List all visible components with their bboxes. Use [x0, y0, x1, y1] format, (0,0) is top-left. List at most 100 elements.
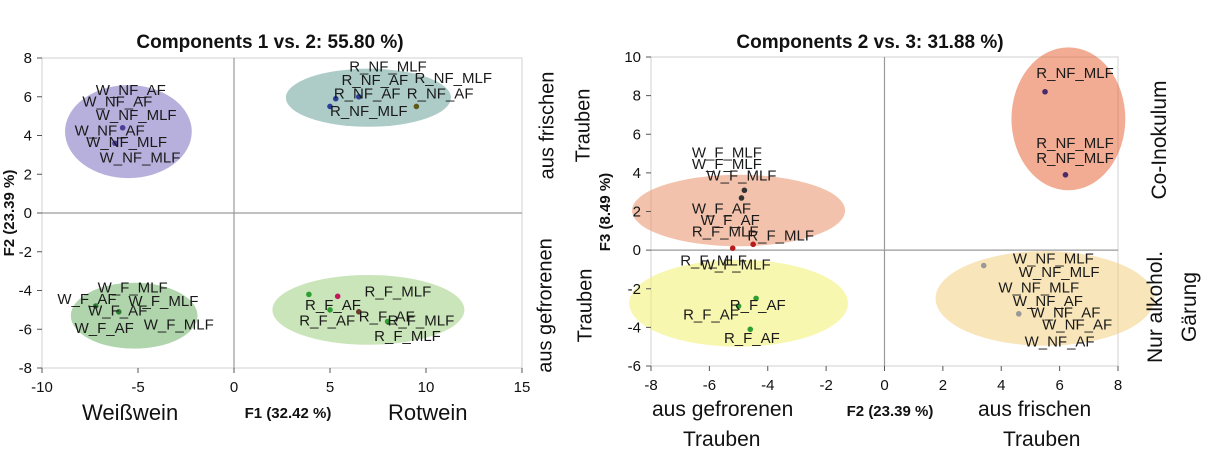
- point-label: W_F_AF: [75, 320, 134, 337]
- point-label: W_NF_MLF: [96, 107, 177, 124]
- annotation-co-inokulum: Co-Inokulum: [1148, 80, 1171, 200]
- group-ellipse: [272, 275, 465, 345]
- y-axis-label: F2 (23.39 %): [1, 170, 18, 257]
- point-label: R_F_AF: [683, 307, 739, 324]
- point-label: R_F_AF: [724, 330, 780, 347]
- y-tick-label: 10: [624, 49, 641, 66]
- point-label: W_NF_AF: [96, 82, 166, 99]
- y-tick-label: 6: [24, 89, 32, 106]
- point-label: W_NF_AF: [82, 93, 152, 110]
- group-ellipse: [285, 68, 451, 127]
- x-tick-label: -4: [761, 377, 774, 394]
- data-point: [1015, 311, 1022, 317]
- point-label: W_F_AF: [57, 291, 116, 308]
- x-tick-label: 15: [514, 379, 531, 396]
- point-label: W_NF_MLF: [100, 150, 181, 167]
- data-point: [735, 303, 742, 309]
- y-tick-label: -4: [19, 283, 32, 300]
- group-ellipse: [65, 85, 192, 179]
- data-point: [112, 140, 118, 147]
- data-point: [356, 309, 362, 315]
- point-label: W_F_MLF: [144, 316, 214, 333]
- annotation-left-y-top-line1: aus frischen: [536, 71, 559, 180]
- y-tick-label: 0: [633, 242, 641, 259]
- point-label: R_NF_AF: [342, 72, 409, 89]
- y-tick-label: -2: [19, 244, 32, 261]
- x-tick-label: 2: [939, 377, 947, 394]
- group-ellipse: [632, 174, 846, 247]
- point-label: W_NF_MLF: [998, 280, 1079, 297]
- data-point: [741, 187, 748, 194]
- y-tick-label: 2: [633, 204, 641, 221]
- data-point: [116, 309, 122, 315]
- x-tick-label: 5: [326, 379, 334, 396]
- chart-left: -10 -5 0 5 10 15-8-6-4-202468W_NF_AFW_NF_AFW_…: [1, 32, 530, 422]
- point-label: R_F_MLF: [365, 283, 432, 300]
- data-point: [356, 93, 362, 100]
- annotation-right-x-left-line1: aus gefrorenen: [652, 398, 794, 421]
- annotation-right-x-left-line2: Trauben: [683, 428, 761, 451]
- point-label: W_F_MLF: [128, 293, 198, 310]
- annotation-weisswein: Weißwein: [82, 400, 179, 425]
- point-label: R_F_MLF: [747, 227, 814, 244]
- point-label: R_F_AF: [299, 312, 355, 329]
- y-tick-label: -4: [628, 319, 641, 336]
- y-tick-label: -2: [628, 281, 641, 298]
- annotation-nur-alkohol: Nur alkohol.: [1144, 250, 1167, 364]
- point-label: R_F_MLF: [374, 328, 441, 345]
- data-point: [384, 318, 391, 325]
- point-label: W_NF_AF: [1030, 305, 1100, 322]
- data-point: [327, 307, 333, 313]
- data-point: [753, 295, 759, 302]
- point-label: R_NF_MLF: [1036, 65, 1114, 82]
- point-label: R_F_AF: [359, 309, 415, 326]
- y-tick-label: 0: [24, 205, 32, 222]
- x-tick-label: 6: [1055, 377, 1063, 394]
- point-label: R_F_AF: [305, 297, 361, 314]
- point-label: R_NF_AF: [407, 86, 474, 103]
- x-tick-label: 0: [230, 379, 238, 396]
- data-point: [980, 262, 987, 269]
- point-label: W_F_AF: [692, 200, 751, 217]
- y-tick-label: -6: [628, 358, 641, 375]
- data-point: [413, 103, 420, 110]
- y-tick-label: -6: [19, 321, 32, 338]
- point-label: W_F_MLF: [98, 279, 168, 296]
- data-point: [327, 103, 333, 110]
- point-label: W_NF_MLF: [86, 134, 167, 151]
- x-tick-label: -5: [131, 379, 144, 396]
- data-point: [1042, 88, 1048, 95]
- point-label: R_NF_AF: [334, 86, 401, 103]
- point-label: R_NF_MLF: [349, 59, 427, 76]
- x-axis-label: F2 (23.39 %): [847, 403, 934, 420]
- point-label: R_F_MLF: [692, 224, 759, 241]
- y-tick-label: 4: [24, 128, 32, 145]
- group-ellipse: [935, 251, 1155, 346]
- data-point: [750, 241, 756, 248]
- data-point: [747, 326, 754, 333]
- x-tick-label: 4: [997, 377, 1005, 394]
- point-label: W_NF_AF: [1013, 293, 1083, 310]
- annotation-rotwein: Rotwein: [388, 400, 468, 425]
- point-label: W_NF_MLF: [1013, 251, 1094, 268]
- y-tick-label: 8: [633, 88, 641, 105]
- point-label: W_F_MLF: [692, 156, 762, 173]
- x-tick-label: -10: [31, 379, 53, 396]
- chart-title: Components 1 vs. 2: 55.80 %): [136, 32, 403, 53]
- point-label: R_F_MLF: [680, 253, 747, 270]
- chart-right: -8 -6 -4 -2 0 2 4 6 8-6-4-20246810R_NF_MLFR_NF_M…: [597, 32, 1155, 420]
- y-tick-label: 4: [633, 165, 641, 182]
- point-label: W_F_MLF: [692, 144, 762, 161]
- x-tick-label: -6: [703, 377, 716, 394]
- x-axis-label: F1 (32.42 %): [245, 405, 332, 422]
- data-point: [306, 291, 312, 298]
- data-point: [729, 245, 736, 251]
- y-tick-label: -8: [19, 360, 32, 377]
- data-point: [332, 95, 339, 102]
- group-ellipse: [629, 259, 849, 347]
- x-tick-label: 10: [418, 379, 435, 396]
- annotation-left-y-bottom-line1: aus gefrorenen: [534, 238, 557, 373]
- point-label: W_NF_AF: [75, 123, 145, 140]
- point-label: W_NF_AF: [1042, 316, 1112, 333]
- data-point: [1062, 172, 1069, 178]
